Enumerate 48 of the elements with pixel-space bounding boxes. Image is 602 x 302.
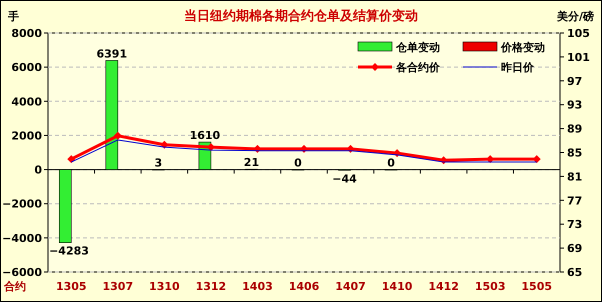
y2-tick-label: 81 xyxy=(567,170,582,184)
y-tick-label: 0 xyxy=(34,164,42,177)
y-tick-label: 2000 xyxy=(11,129,42,142)
y-tick-label: −4000 xyxy=(2,232,42,245)
y-axis-title: 手 xyxy=(7,10,19,23)
data-label: 0 xyxy=(387,156,396,170)
x-tick-label: 1310 xyxy=(149,280,180,293)
y2-axis-title: 美分/磅 xyxy=(556,10,594,23)
data-label: 1610 xyxy=(190,129,221,142)
data-label: 0 xyxy=(294,156,302,170)
x-axis-title: 合约 xyxy=(3,280,26,293)
x-tick-label: 1305 xyxy=(56,280,87,293)
y-tick-label: 8000 xyxy=(11,27,42,40)
y2-tick-label: 105 xyxy=(567,27,590,40)
data-label: −44 xyxy=(332,172,358,186)
chart-title: 当日纽约期棉各期合约仓单及结算价变动 xyxy=(184,8,418,24)
x-tick-label: 1312 xyxy=(196,280,226,293)
x-tick-label: 1407 xyxy=(335,280,366,293)
legend-label: 各合约价 xyxy=(395,61,441,74)
data-label: 3 xyxy=(154,156,162,170)
data-label: 21 xyxy=(244,156,260,170)
point xyxy=(67,155,76,164)
x-tick-label: 1406 xyxy=(288,280,320,293)
y-tick-label: −2000 xyxy=(2,198,42,211)
legend-label: 价格变动 xyxy=(500,41,545,54)
y2-tick-label: 73 xyxy=(567,218,582,232)
y2-tick-label: 101 xyxy=(567,50,590,64)
legend-label: 昨日价 xyxy=(501,61,535,74)
y2-tick-label: 97 xyxy=(567,74,582,88)
data-label: −4283 xyxy=(49,244,89,258)
x-tick-label: 1307 xyxy=(102,280,134,293)
y2-tick-label: 77 xyxy=(567,194,582,208)
y2-tick-label: 65 xyxy=(567,266,582,279)
legend-label: 仓单变动 xyxy=(395,41,440,54)
y2-tick-label: 93 xyxy=(567,98,582,112)
y2-tick-label: 69 xyxy=(567,242,582,256)
y2-tick-label: 89 xyxy=(567,122,582,136)
y-tick-label: 4000 xyxy=(11,95,42,108)
y2-tick-label: 85 xyxy=(567,146,582,160)
y-tick-label: 6000 xyxy=(11,61,42,74)
x-tick-label: 1412 xyxy=(428,280,459,293)
point xyxy=(114,132,122,140)
x-tick-label: 1503 xyxy=(474,280,506,293)
x-tick-label: 1505 xyxy=(521,280,552,293)
x-tick-label: 1403 xyxy=(242,280,273,293)
data-label: 6391 xyxy=(96,47,128,60)
x-tick-label: 1410 xyxy=(382,280,413,293)
y-tick-label: −6000 xyxy=(2,266,42,279)
